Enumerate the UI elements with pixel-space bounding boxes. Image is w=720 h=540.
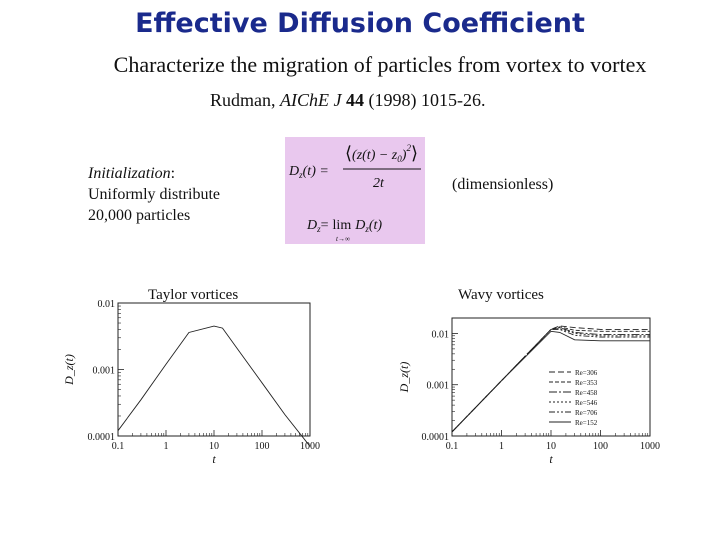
slide-title: Effective Diffusion Coefficient [135,8,585,39]
formula-d3-sub: z [364,224,369,234]
x-tick-label: 0.1 [112,441,125,452]
y-tick-label: 0.01 [98,299,116,310]
formula-d2: D [306,218,317,233]
x-axis-label: t [549,452,553,466]
formula-eq: = [321,218,329,233]
x-tick-label: 100 [255,441,270,452]
series-line [451,326,650,433]
plot-label-taylor: Taylor vortices [148,287,239,303]
formula-box: Dz(t) = ⟨(z(t) − z0)2⟩ 2t Dz= lim Dz(t) t→… [285,137,425,244]
x-axis-label: t [212,452,216,466]
x-tick-label: 1 [164,441,169,452]
series-line [451,330,650,433]
formula-d3: D [354,218,365,233]
y-tick-label: 0.001 [427,381,450,392]
formula-lim: lim [333,218,352,233]
citation: Rudman, AIChE J 44 (1998) 1015-26. [210,90,485,111]
formula-num-sup: 2 [406,143,411,153]
x-tick-label: 0.1 [446,441,459,452]
formula-num: (z(t) − z [352,148,398,163]
series-line [451,328,650,433]
y-tick-label: 0.0001 [422,432,450,443]
plot-label-wavy: Wavy vortices [458,287,544,303]
initialization-note: Initialization: Uniformly distribute 20,… [88,163,220,226]
svg-text:⟨(z(t) − z0)2⟩: ⟨(z(t) − z0)2⟩ [345,143,418,164]
x-tick-label: 1000 [300,441,320,452]
formula-d3-arg: (t) [369,218,383,233]
y-tick-label: 0.01 [432,329,450,340]
dimensionless-note: (dimensionless) [452,176,554,193]
legend-entry: Re=306 [575,369,598,377]
y-tick-label: 0.001 [93,366,116,377]
x-tick-label: 1 [499,441,504,452]
legend-entry: Re=353 [575,379,598,387]
x-tick-label: 10 [209,441,219,452]
citation-volume: 44 [345,90,364,110]
citation-rest: (1998) 1015-26. [363,90,486,110]
formula-lim-sub: t→∞ [336,235,350,243]
plot-frame [117,302,311,437]
series-line [451,327,650,433]
formula-svg: Dz(t) = ⟨(z(t) − z0)2⟩ 2t Dz= lim Dz(t) t→… [288,143,421,243]
svg-text:Dz(t) =: Dz(t) = [288,164,329,180]
x-tick-label: 10 [546,441,556,452]
init-line-3: 20,000 particles [88,207,191,224]
series-line [451,325,650,433]
init-heading: Initialization [88,165,171,182]
formula-d1-arg: (t) = [303,164,329,179]
legend-entry: Re=706 [575,409,598,417]
formula-d1-sub: z [298,170,303,180]
series-line [451,328,650,433]
legend-entry: Re=152 [575,419,598,427]
formula-num-sub: 0 [397,154,402,164]
y-tick-label: 0.0001 [88,432,116,443]
citation-journal: AIChE J [280,90,342,110]
x-tick-label: 100 [593,441,608,452]
formula-angle-open: ⟨ [345,143,352,163]
formula-d1: D [288,164,299,179]
formula-num-close: ) [401,148,407,163]
formula-d2-sub: z [316,224,321,234]
y-axis-label: D_z(t) [397,362,411,394]
init-line-2: Uniformly distribute [88,186,220,203]
chart-wavy: 0.1 1 10 100 1000 0.01 0.001 0.0001 t D_z(t) Re=30… [397,317,660,466]
x-tick-label: 1000 [640,441,660,452]
y-axis-label: D_z(t) [62,354,76,386]
formula-den: 2t [373,176,385,191]
chart-taylor: 0.1 1 10 100 1000 0.01 0.001 0.0001 t D_z(t) [62,299,320,466]
slide-subtitle: Characterize the migration of particles … [113,52,647,77]
formula-angle-close: ⟩ [411,143,418,163]
init-colon: : [170,165,176,182]
legend-entry: Re=458 [575,389,598,397]
series-line [117,325,311,447]
legend-entry: Re=546 [575,399,598,407]
citation-author: Rudman, [210,90,280,110]
